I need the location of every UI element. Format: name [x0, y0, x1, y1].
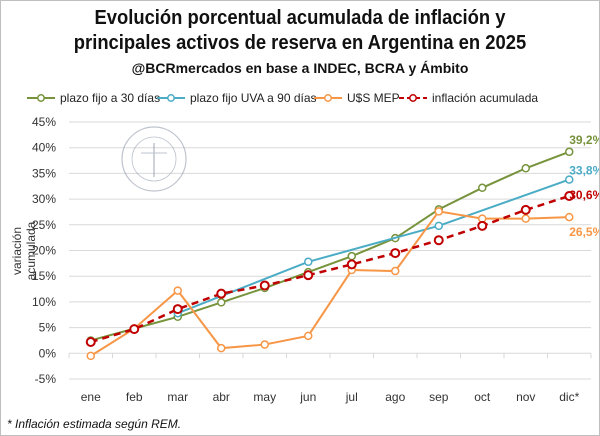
- data-point: [216, 288, 227, 299]
- data-point: [259, 280, 270, 291]
- y-tick-label: 45%: [32, 115, 56, 129]
- watermark-inner-ring: [131, 136, 177, 182]
- data-point: [390, 248, 401, 259]
- end-value-label: 39,2%: [569, 133, 599, 147]
- data-point: [303, 270, 314, 281]
- watermark-ring: [121, 126, 187, 192]
- chart-title-line2: principales activos de reserva en Argent…: [73, 32, 527, 54]
- end-value-label: 30,6%: [569, 188, 599, 202]
- legend-label: plazo fijo a 30 días: [60, 91, 160, 105]
- x-tick-label: ago: [385, 390, 405, 404]
- legend-marker: [167, 94, 175, 102]
- data-point: [217, 343, 226, 353]
- y-tick-label: 10%: [32, 295, 56, 309]
- legend-label: plazo fijo UVA a 90 días: [190, 91, 317, 105]
- end-value-label: 26,5%: [569, 225, 599, 239]
- y-tick-label: 40%: [32, 141, 56, 155]
- data-point: [85, 336, 96, 347]
- legend-marker: [324, 94, 332, 102]
- data-point: [477, 220, 488, 231]
- legend-marker: [409, 94, 417, 102]
- x-tick-label: may: [253, 390, 276, 404]
- legend-label: inflación acumulada: [432, 91, 538, 105]
- data-point: [129, 324, 140, 335]
- watermark-logo: [121, 126, 187, 192]
- y-tick-label: -5%: [35, 372, 57, 386]
- y-tick-label: 35%: [32, 166, 56, 180]
- chart-subtitle: @BCRmercados en base a INDEC, BCRA y Ámb…: [131, 60, 469, 76]
- x-tick-label: sep: [429, 390, 449, 404]
- y-tick-label: 30%: [32, 192, 56, 206]
- data-point: [434, 221, 443, 231]
- chart-title-line1: Evolución porcentual acumulada de inflac…: [94, 7, 506, 29]
- x-tick-label: oct: [474, 390, 491, 404]
- end-value-label: 33,8%: [569, 164, 599, 178]
- data-point: [391, 266, 400, 276]
- data-point: [521, 164, 530, 173]
- data-point: [304, 331, 313, 341]
- data-point: [565, 175, 574, 184]
- series-line: [90, 194, 570, 344]
- data-point: [86, 351, 95, 361]
- data-point: [520, 204, 531, 215]
- footnote: * Inflación estimada según REM.: [7, 417, 182, 431]
- x-tick-label: mar: [167, 390, 188, 404]
- y-tick-label: 15%: [32, 269, 56, 283]
- data-point: [478, 183, 487, 193]
- x-tick-label: dic*: [559, 390, 579, 404]
- y-tick-label: 25%: [32, 218, 56, 232]
- y-tick-label: 5%: [39, 321, 57, 335]
- data-point: [217, 298, 226, 307]
- data-point: [347, 251, 356, 261]
- x-tick-label: jun: [299, 390, 316, 404]
- x-tick-label: nov: [516, 390, 535, 404]
- data-point: [565, 147, 574, 157]
- y-tick-label: 20%: [32, 244, 56, 258]
- legend-label: U$S MEP: [347, 91, 400, 105]
- y-tick-label: 0%: [39, 346, 57, 360]
- series-line: [90, 150, 570, 342]
- data-point: [521, 214, 530, 223]
- x-tick-label: ene: [81, 390, 101, 404]
- data-point: [304, 257, 313, 267]
- x-tick-label: jul: [345, 390, 358, 404]
- data-point: [260, 340, 269, 349]
- series-line: [177, 178, 570, 315]
- data-point: [433, 235, 444, 246]
- data-point: [564, 191, 575, 202]
- x-tick-label: abr: [213, 390, 230, 404]
- x-tick-label: feb: [126, 390, 143, 404]
- data-point: [172, 304, 183, 315]
- data-point: [434, 207, 443, 216]
- legend-marker: [37, 94, 45, 102]
- series-line: [90, 210, 570, 357]
- data-point: [173, 286, 182, 295]
- data-point: [565, 212, 574, 222]
- data-point: [346, 259, 357, 270]
